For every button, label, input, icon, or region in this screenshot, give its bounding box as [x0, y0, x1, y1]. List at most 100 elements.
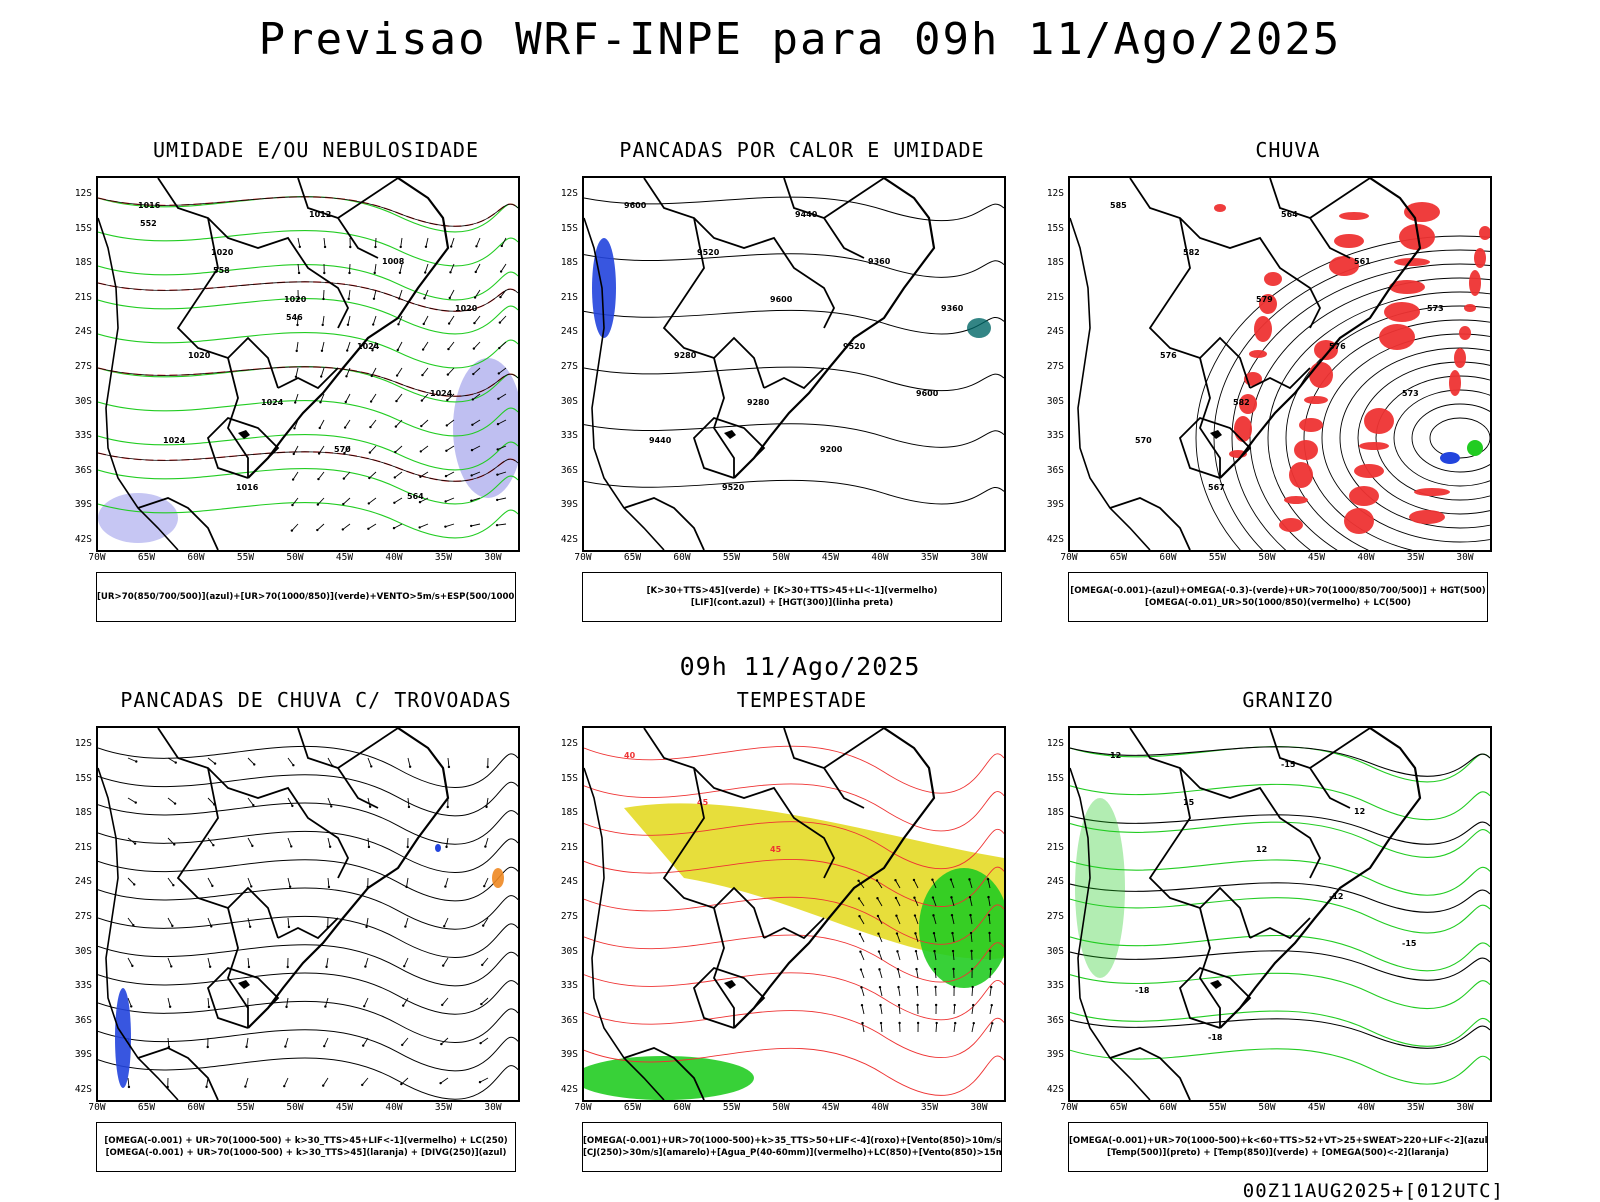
lon-tick-label: 65W [1104, 1102, 1134, 1113]
svg-text:15: 15 [1183, 798, 1195, 807]
panel-legend: [OMEGA(-0.001)+UR>70(1000-500)+k>35_TTS>… [582, 1122, 1002, 1172]
lon-tick-label: 40W [865, 552, 895, 563]
svg-text:582: 582 [1233, 398, 1250, 407]
lat-tick-label: 30S [550, 396, 578, 407]
lon-tick-label: 40W [379, 552, 409, 563]
lat-tick-label: 24S [1036, 876, 1064, 887]
lon-tick-label: 50W [766, 1102, 796, 1113]
map-trovoadas[interactable] [96, 726, 520, 1102]
lon-tick-label: 55W [717, 1102, 747, 1113]
svg-text:1024: 1024 [261, 398, 284, 407]
panel-title: CHUVA [1068, 138, 1508, 162]
legend-line: [OMEGA(-0.01)_UR>50(1000/850)(vermelho) … [1069, 597, 1487, 609]
lat-tick-label: 36S [1036, 1015, 1064, 1026]
svg-text:9520: 9520 [722, 483, 745, 492]
lat-tick-label: 39S [1036, 499, 1064, 510]
map-canvas: 1016102010201024102410241016101210081020… [98, 178, 518, 550]
lat-tick-label: 24S [1036, 326, 1064, 337]
lat-tick-label: 15S [550, 223, 578, 234]
legend-line: [OMEGA(-0.001)+UR>70(1000-500)+k>35_TTS>… [583, 1135, 1001, 1147]
lon-tick-label: 55W [717, 552, 747, 563]
panel-title: TEMPESTADE [582, 688, 1022, 712]
svg-text:546: 546 [286, 313, 303, 322]
lat-tick-label: 30S [1036, 396, 1064, 407]
svg-text:573: 573 [1402, 389, 1419, 398]
lat-tick-label: 33S [550, 430, 578, 441]
lat-tick-label: 42S [1036, 534, 1064, 545]
lon-tick-label: 50W [280, 552, 310, 563]
lat-tick-label: 27S [550, 361, 578, 372]
lon-tick-label: 30W [1450, 552, 1480, 563]
lat-tick-label: 33S [1036, 430, 1064, 441]
lon-tick-label: 50W [1252, 1102, 1282, 1113]
lat-tick-label: 39S [1036, 1049, 1064, 1060]
svg-text:9360: 9360 [868, 257, 891, 266]
lat-tick-label: 33S [1036, 980, 1064, 991]
panel-legend: [OMEGA(-0.001)+UR>70(1000-500)+k<60+TTS>… [1068, 1122, 1488, 1172]
lon-tick-label: 45W [1302, 1102, 1332, 1113]
svg-text:585: 585 [1110, 201, 1127, 210]
lat-tick-label: 24S [550, 326, 578, 337]
panel-legend: [OMEGA(-0.001)-(azul)+OMEGA(-0.3)-(verde… [1068, 572, 1488, 622]
lon-tick-label: 60W [667, 1102, 697, 1113]
lat-tick-label: 24S [64, 326, 92, 337]
svg-text:579: 579 [1256, 295, 1273, 304]
lat-tick-label: 18S [1036, 807, 1064, 818]
svg-text:1016: 1016 [138, 201, 161, 210]
lon-tick-label: 55W [1203, 552, 1233, 563]
lon-tick-label: 45W [816, 552, 846, 563]
svg-text:9280: 9280 [747, 398, 770, 407]
panel-title: UMIDADE E/OU NEBULOSIDADE [96, 138, 536, 162]
lon-tick-label: 30W [964, 1102, 994, 1113]
legend-line: [K>30+TTS>45](verde) + [K>30+TTS>45+LI<-… [583, 585, 1001, 597]
legend-line: [LIF](cont.azul) + [HGT(300)](linha pret… [583, 597, 1001, 609]
lon-tick-label: 60W [181, 552, 211, 563]
map-canvas: 9600952096009520960094409520944093609360… [584, 178, 1004, 550]
lat-tick-label: 39S [550, 499, 578, 510]
lat-tick-label: 33S [64, 980, 92, 991]
lat-tick-label: 12S [550, 188, 578, 199]
svg-text:561: 561 [1354, 257, 1371, 266]
svg-text:-18: -18 [1135, 986, 1150, 995]
svg-text:1024: 1024 [163, 436, 186, 445]
lon-tick-label: 70W [568, 552, 598, 563]
svg-text:9600: 9600 [624, 201, 647, 210]
svg-text:9200: 9200 [820, 445, 843, 454]
legend-line: [OMEGA(-0.001) + UR>70(1000-500) + k>30_… [97, 1135, 515, 1147]
lon-tick-label: 70W [568, 1102, 598, 1113]
valid-time-subtitle: 09h 11/Ago/2025 [0, 652, 1600, 681]
lon-tick-label: 70W [82, 552, 112, 563]
lat-tick-label: 21S [550, 292, 578, 303]
lon-tick-label: 70W [1054, 552, 1084, 563]
lat-tick-label: 24S [64, 876, 92, 887]
lat-tick-label: 12S [550, 738, 578, 749]
svg-text:573: 573 [1427, 304, 1444, 313]
lat-tick-label: 15S [1036, 223, 1064, 234]
lat-tick-label: 12S [1036, 188, 1064, 199]
lon-tick-label: 35W [915, 1102, 945, 1113]
lat-tick-label: 30S [1036, 946, 1064, 957]
lon-tick-label: 50W [1252, 552, 1282, 563]
lat-tick-label: 21S [1036, 842, 1064, 853]
lat-tick-label: 18S [1036, 257, 1064, 268]
lon-tick-label: 45W [816, 1102, 846, 1113]
panel-title: PANCADAS DE CHUVA C/ TROVOADAS [96, 688, 536, 712]
lat-tick-label: 27S [550, 911, 578, 922]
svg-text:564: 564 [407, 492, 424, 501]
svg-text:9280: 9280 [674, 351, 697, 360]
lat-tick-label: 12S [64, 738, 92, 749]
lat-tick-label: 36S [64, 465, 92, 476]
legend-line: [CJ(250)>30m/s](amarelo)+[Agua_P(40-60mm… [583, 1147, 1001, 1159]
lon-tick-label: 65W [132, 1102, 162, 1113]
legend-line: [OMEGA(-0.001)+UR>70(1000-500)+k<60+TTS>… [1069, 1135, 1487, 1147]
lat-tick-label: 15S [550, 773, 578, 784]
lat-tick-label: 30S [64, 946, 92, 957]
lon-tick-label: 30W [1450, 1102, 1480, 1113]
svg-text:-15: -15 [1402, 939, 1417, 948]
svg-text:45: 45 [697, 798, 709, 807]
